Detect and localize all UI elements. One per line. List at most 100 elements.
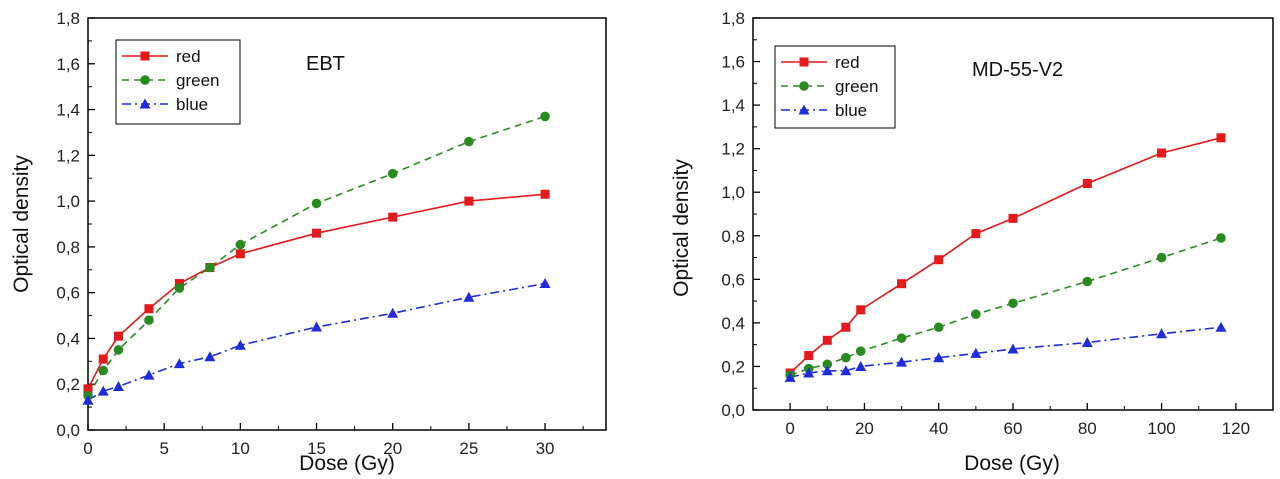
data-point-red [1216,133,1226,143]
x-tick-label: 5 [159,439,168,458]
y-tick-label: 0,0 [721,401,745,420]
data-point-blue [1081,336,1093,347]
data-point-green [235,239,246,250]
data-point-blue [840,365,852,376]
y-tick-label: 1,2 [721,140,745,159]
y-tick-label: 0,4 [721,314,745,333]
data-point-red [113,331,123,341]
chart-annotation: MD-55-V2 [972,59,1063,81]
data-point-green [464,136,474,147]
data-point-green [98,365,109,376]
y-axis-title: Optical density [10,155,33,293]
data-point-green [971,309,981,319]
x-tick-label: 30 [536,439,555,458]
data-point-blue [234,339,246,350]
legend-label-blue: blue [835,101,867,120]
y-tick-label: 1,0 [721,183,745,202]
data-point-blue [1007,343,1019,354]
data-point-red [1157,148,1167,158]
data-point-green [1008,298,1018,309]
x-tick-label: 60 [1004,419,1023,438]
legend-box [774,45,896,129]
data-point-red [98,354,108,364]
y-tick-label: 0,8 [721,227,745,246]
data-point-red [1082,179,1092,189]
data-point-blue [784,371,796,382]
x-tick-label: 20 [855,419,874,438]
data-point-green [387,168,398,179]
legend: red green blue [774,45,896,129]
data-point-blue [1156,328,1168,339]
data-point-green [896,333,907,343]
chart-annotation: EBT [306,53,345,75]
legend-marker-green [140,75,150,85]
data-point-green [311,198,322,209]
y-axis-title: Optical density [670,159,693,297]
series-line-red [87,193,546,390]
data-point-red [312,228,322,238]
data-point-green [205,262,215,273]
data-point-blue [387,307,399,318]
axis-ticks: 0 5 10 15 20 25 30 0,0 0,2 0,4 0,6 0,8 1,0 1,2 1,4 1,6 1… [56,9,584,458]
y-tick-label: 0,2 [721,357,745,376]
data-point-blue [112,381,124,392]
y-tick-label: 0,8 [56,238,80,257]
x-tick-label: 0 [785,419,794,438]
data-point-green [1216,233,1226,243]
x-tick-label: 0 [83,439,92,458]
legend-marker-green [799,81,809,91]
legend-label-red: red [176,47,201,66]
x-tick-label: 15 [307,439,326,458]
data-point-red [235,249,245,259]
legend-marker-blue [139,98,151,109]
data-point-red [897,279,907,289]
data-point-red [841,322,851,332]
legend-label-red: red [835,53,860,72]
data-point-green [855,346,866,357]
data-point-green [1156,252,1167,263]
data-point-green [144,315,154,325]
y-tick-label: 0,2 [56,375,80,394]
data-point-blue [855,360,867,371]
data-point-blue [82,394,94,405]
x-tick-label: 80 [1078,419,1097,438]
data-point-red [144,304,154,314]
chart-md-55-v2: 0 20 40 60 80 100 120 0,0 0,2 0,4 0,6 0,8 1,0 1,2 1,4 1… [670,9,1274,475]
series-line-red [789,137,1222,374]
data-point-green [822,359,833,370]
data-point-red [971,229,981,239]
legend-marker-red [799,57,809,67]
x-tick-label: 20 [383,439,402,458]
data-point-green [841,352,851,363]
legend-label-green: green [835,77,878,96]
data-point-blue [970,347,982,358]
data-point-red [464,196,474,206]
data-point-red [540,189,550,199]
x-tick-label: 10 [231,439,250,458]
x-axis-title: Dose (Gy) [964,452,1060,475]
data-point-blue [821,365,833,376]
y-tick-label: 1,8 [721,9,745,28]
legend-marker-red [140,51,150,61]
data-point-blue [463,291,475,302]
data-point-red [388,212,398,222]
data-point-red [856,305,866,315]
x-tick-label: 40 [929,419,948,438]
data-point-blue [803,367,815,378]
data-point-green [1082,276,1093,287]
y-tick-label: 0,0 [56,421,80,440]
data-point-green [933,322,944,333]
y-tick-label: 0,6 [56,284,80,303]
y-tick-label: 1,2 [56,146,80,165]
data-point-red [1008,213,1018,223]
data-point-blue [539,278,551,289]
series-line-blue [789,326,1222,379]
series-lines [789,137,1222,379]
data-point-blue [204,351,216,362]
data-point-red [934,255,944,265]
data-point-blue [896,356,908,367]
y-tick-label: 1,8 [56,9,80,28]
axis-ticks: 0 20 40 60 80 100 120 0,0 0,2 0,4 0,6 0,8 1,0 1,2 1,4 1… [721,9,1250,438]
data-point-blue [173,358,185,369]
